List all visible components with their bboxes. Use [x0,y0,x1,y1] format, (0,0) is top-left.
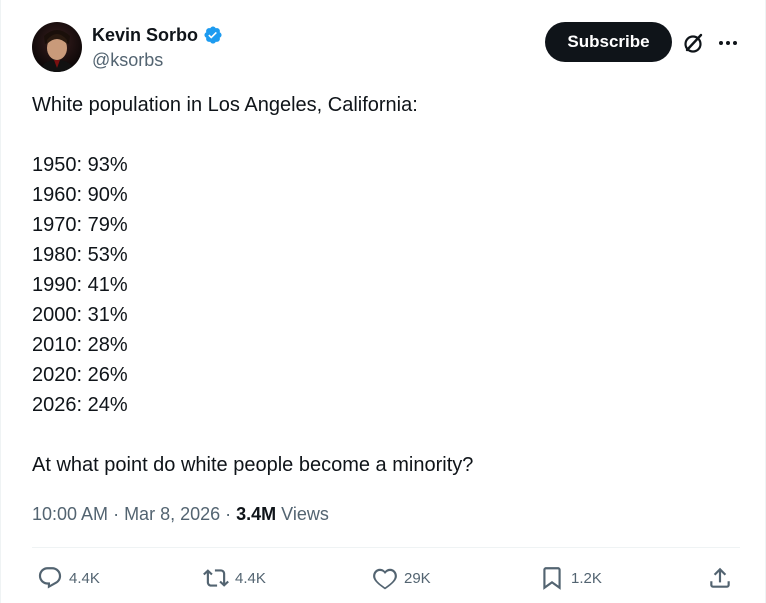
author-name-row[interactable]: Kevin Sorbo [92,24,223,46]
share-icon [710,567,730,588]
views-label: Views [276,504,329,524]
repost-icon [203,569,229,587]
post-line: At what point do white people become a m… [32,454,474,476]
post-line [32,420,732,450]
post-line: 2026: 24% [32,394,128,416]
subscribe-button[interactable]: Subscribe [545,22,672,62]
repost-count: 4.4K [235,569,266,587]
post-line: 1950: 93% [32,154,128,176]
like-button[interactable]: 29K [372,562,431,594]
bookmark-button[interactable]: 1.2K [539,562,602,594]
post-time[interactable]: 10:00 AM [32,504,109,524]
post-text: White population in Los Angeles, Califor… [32,90,732,480]
author-handle[interactable]: @ksorbs [92,50,164,70]
post-line: 1980: 53% [32,244,128,266]
post-line: White population in Los Angeles, Califor… [32,94,418,116]
post-line: 1970: 79% [32,214,128,236]
share-button[interactable] [707,562,733,594]
post-line [32,120,732,150]
post-line: 2010: 28% [32,334,128,356]
verified-badge-icon [203,25,223,45]
divider [32,547,740,548]
repost-button[interactable]: 4.4K [203,562,266,594]
views-count: 3.4M [236,504,277,524]
post-meta: 10:00 AM · Mar 8, 2026 · 3.4M Views [32,500,329,528]
meta-separator: · [220,504,237,524]
post-line: 2020: 26% [32,364,128,386]
post-line: 1990: 41% [32,274,128,296]
post-line: 1960: 90% [32,184,128,206]
reply-count: 4.4K [69,569,100,587]
like-icon [373,568,397,590]
reply-icon [38,567,62,589]
post-date[interactable]: Mar 8, 2026 [124,504,221,524]
avatar[interactable] [32,22,82,72]
like-count: 29K [404,569,431,587]
post-line: 2000: 31% [32,304,128,326]
grok-icon[interactable] [681,30,707,56]
bookmark-count: 1.2K [571,569,602,587]
reply-button[interactable]: 4.4K [37,562,100,594]
author-display-name[interactable]: Kevin Sorbo [92,25,199,45]
bookmark-icon [543,567,561,590]
meta-separator: · [108,504,125,524]
more-icon[interactable] [716,31,740,55]
